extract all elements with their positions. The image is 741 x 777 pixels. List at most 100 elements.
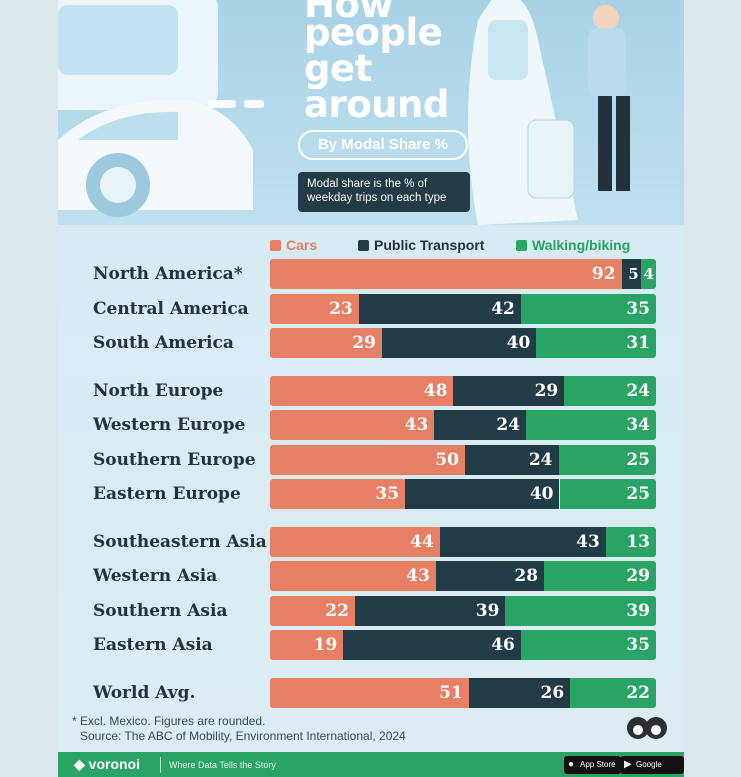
car-hub	[100, 167, 136, 203]
title-line-4: around	[304, 83, 449, 126]
bar-segment-walking-biking: 34	[526, 410, 656, 440]
bar-segment-walking-biking: 24	[564, 375, 656, 406]
data-label: 40	[529, 484, 554, 504]
bar-row: Southern Europe 50 24 25	[58, 444, 684, 475]
data-label: 40	[506, 333, 531, 353]
bar-row: North America* 92 5 4	[58, 259, 684, 289]
suitcase	[527, 119, 575, 199]
data-label: 25	[626, 484, 650, 504]
bar-segment-cars: 43	[270, 561, 436, 591]
data-label: 5	[628, 265, 639, 283]
google-play-button[interactable]: ▶ Google Play	[620, 756, 684, 774]
data-label: 39	[626, 600, 650, 621]
data-label: 50	[435, 449, 459, 470]
bar-track: 22 39 39	[270, 595, 656, 626]
bar-row: South America 29 40 31	[58, 328, 684, 358]
category-label: Southeastern Asia	[93, 531, 267, 552]
traveler-leg-2	[616, 96, 630, 191]
data-label: 22	[626, 682, 650, 703]
data-label: 43	[406, 566, 430, 586]
hero-art	[58, 0, 630, 225]
footnote: * Excl. Mexico. Figures are rounded. Sou…	[72, 714, 406, 744]
category-label: North America*	[93, 264, 243, 284]
hero-illustration: How people get around By Modal Share % M…	[58, 0, 684, 225]
legend-label: Cars	[286, 237, 318, 253]
bar-segment-cars: 35	[270, 479, 406, 509]
brand-name: voronoi	[88, 756, 140, 772]
bar-segment-cars: 51	[270, 677, 469, 708]
category-label: Central America	[93, 298, 249, 319]
bar-segment-walking-biking: 22	[570, 677, 656, 708]
category-label: North Europe	[93, 380, 224, 401]
voronoi-logo[interactable]: ◆ voronoi	[74, 755, 140, 773]
title-line-2: people	[304, 11, 443, 54]
bar-segment-cars: 92	[270, 259, 622, 289]
data-label: 51	[439, 682, 463, 703]
bar-segment-walking-biking: 35	[520, 293, 656, 324]
bar-segment-walking-biking: 25	[559, 479, 656, 509]
data-label: 35	[626, 298, 650, 319]
bar-segment-walking-biking: 4	[640, 259, 656, 289]
bar-row: Western Asia 43 28 29	[58, 561, 684, 591]
title-line-3: get	[304, 47, 372, 90]
play-icon: ▶	[624, 759, 632, 770]
data-label: 29	[352, 333, 376, 353]
data-label: 26	[540, 682, 565, 703]
footnote-line-1: * Excl. Mexico. Figures are rounded.	[72, 714, 266, 728]
chart-rows: North America* 92 5 4 Central America 23 42 35 S…	[58, 0, 684, 777]
bar-segment-public-transport: 26	[468, 677, 571, 708]
bar-segment-public-transport: 46	[343, 630, 521, 660]
apple-icon: ●	[568, 759, 575, 770]
data-label: 23	[329, 298, 353, 319]
legend-swatch	[270, 240, 281, 251]
bar-track: 92 5 4	[270, 259, 656, 289]
bar-row: North Europe 48 29 24	[58, 375, 684, 406]
bar-segment-public-transport: 39	[354, 595, 506, 626]
data-label: 35	[626, 635, 650, 655]
bar-segment-cars: 19	[270, 630, 344, 660]
bar-track: 35 40 25	[270, 479, 656, 509]
data-label: 22	[325, 600, 349, 621]
bar-segment-cars: 29	[270, 328, 382, 358]
data-label: 24	[528, 449, 553, 470]
car-window	[78, 111, 178, 140]
infographic-card: How people get around By Modal Share % M…	[58, 0, 684, 777]
legend-swatch	[358, 240, 369, 251]
bar-row: Eastern Asia 19 46 35	[58, 630, 684, 660]
bar-row: Eastern Europe 35 40 25	[58, 479, 684, 509]
bar-segment-cars: 48	[270, 375, 454, 406]
data-label: 28	[514, 566, 539, 586]
data-label: 92	[591, 264, 616, 284]
data-label: 24	[496, 415, 521, 435]
bus-dash-2	[244, 100, 264, 108]
bar-segment-walking-biking: 39	[505, 595, 656, 626]
train-window	[488, 20, 528, 80]
bar-segment-cars: 22	[270, 595, 355, 626]
data-label: 43	[404, 415, 429, 435]
bar-segment-cars: 44	[270, 526, 440, 557]
bar-row: Southeastern Asia 44 43 13	[58, 526, 684, 557]
bus-dash	[208, 100, 236, 108]
note-box: Modal share is the % of weekday trips on…	[298, 172, 470, 212]
voronoi-icon: ◆	[74, 756, 89, 772]
data-label: 31	[626, 333, 650, 353]
category-label: Eastern Asia	[93, 635, 213, 655]
bar-segment-public-transport: 24	[434, 410, 527, 440]
subtitle-pill: By Modal Share %	[298, 130, 468, 160]
bar-segment-cars: 50	[270, 444, 465, 475]
bar-segment-public-transport: 40	[381, 328, 537, 358]
category-label: Southern Europe	[93, 449, 256, 470]
category-label: South America	[93, 333, 234, 353]
bar-track: 29 40 31	[270, 328, 656, 358]
app-store-button[interactable]: ● App Store	[564, 756, 621, 774]
category-label: Eastern Europe	[93, 484, 241, 504]
data-label: 24	[626, 380, 650, 401]
category-label: Southern Asia	[93, 600, 228, 621]
bar-segment-walking-biking: 13	[605, 526, 656, 557]
bar-segment-public-transport: 40	[405, 479, 560, 509]
bar-segment-walking-biking: 31	[536, 328, 656, 358]
bar-track: 23 42 35	[270, 293, 656, 324]
legend-swatch	[516, 240, 527, 251]
app-store-label: App Store	[580, 760, 616, 769]
